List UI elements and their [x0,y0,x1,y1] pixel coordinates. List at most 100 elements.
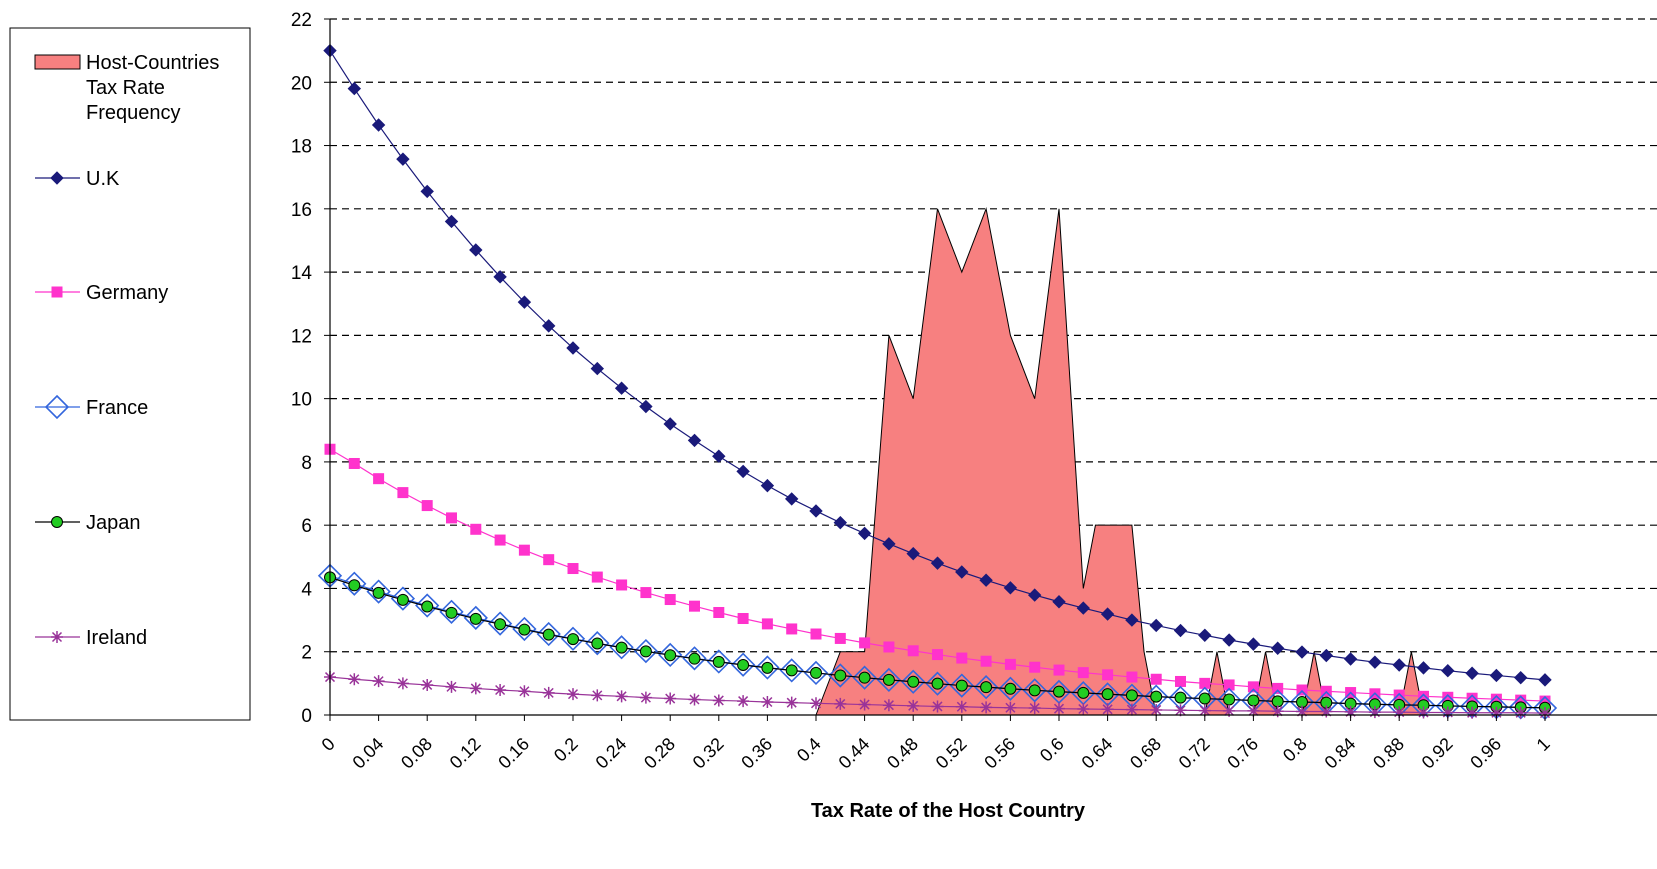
data-point [1296,705,1308,718]
data-point [1417,706,1430,719]
data-point [810,628,822,640]
data-point [541,319,556,333]
data-point [444,214,459,229]
data-point [906,546,920,561]
data-point [689,600,700,612]
data-point [494,684,507,697]
x-tick-label: 0.48 [883,734,922,773]
data-point [366,579,391,604]
legend-label: Japan [86,512,141,534]
x-tick-label: 0.76 [1223,734,1262,773]
data-point [828,663,853,688]
data-point [1344,705,1357,718]
data-point [858,698,871,711]
data-point [1076,601,1091,615]
data-point [1198,692,1211,705]
legend-entry: U.K [35,168,120,190]
data-point [445,606,458,619]
data-point [730,652,756,677]
data-point [712,655,725,668]
legend-entry: Japan [35,512,141,534]
data-point [614,381,629,395]
data-point [609,635,634,660]
data-point [784,492,799,506]
x-tick-label: 0.44 [835,734,874,773]
data-point [785,664,798,677]
data-point [1174,691,1187,704]
data-point [1272,682,1284,694]
data-point [1004,701,1017,714]
data-point [420,184,434,199]
data-point [51,631,63,643]
data-point [1368,706,1381,719]
legend-entry: France [35,394,148,420]
x-tick-label: 0.16 [494,734,533,773]
data-point [543,554,555,566]
data-point [1270,641,1285,655]
data-point [397,487,409,499]
data-point [664,692,677,705]
data-point [1053,702,1065,715]
data-point [883,641,895,653]
x-tick-label: 0.12 [446,734,485,773]
data-point [50,171,64,185]
data-point [1027,588,1042,602]
data-point [421,500,433,512]
data-point [536,621,561,647]
data-point [591,637,604,650]
data-point [852,665,877,690]
data-point [907,675,920,688]
data-point [494,618,507,631]
data-point [591,689,604,702]
data-point [876,667,902,693]
data-point [785,696,798,709]
data-point [761,618,773,630]
data-point [1393,689,1405,701]
data-point [371,118,386,132]
data-point [1102,669,1114,681]
data-point [342,571,367,596]
legend-swatch [34,54,81,70]
data-point [980,701,993,714]
data-point [664,594,676,606]
data-point [566,341,580,355]
x-tick-label: 0.2 [550,734,582,766]
data-point [493,270,507,284]
data-point [421,600,434,613]
data-point [949,673,974,698]
data-point [882,673,895,686]
x-tick-label: 0.56 [980,734,1019,773]
data-point [348,673,361,686]
data-point [1320,705,1333,718]
data-point [494,534,506,546]
y-tick-label: 4 [301,579,312,600]
data-point [1052,595,1066,609]
y-tick-label: 0 [301,706,312,727]
data-point [1125,689,1138,702]
data-point [1271,705,1284,718]
y-tick-label: 16 [291,200,312,221]
x-tick-label: 0.92 [1418,734,1457,773]
legend-label: Host-Countries [86,52,219,74]
data-point [980,681,993,694]
data-point [1393,706,1406,719]
x-tick-label: 0.04 [349,734,388,773]
data-point [445,680,458,693]
data-point [463,605,488,631]
y-tick-label: 10 [291,390,312,411]
x-tick-label: 0.24 [592,734,631,773]
legend-box [9,27,251,721]
data-point [663,417,677,431]
x-axis-label: Tax Rate of the Host Country [811,800,1086,822]
data-point [712,694,725,707]
data-point [1246,637,1261,651]
data-point [44,394,70,420]
data-point [736,464,750,479]
data-point [955,565,969,579]
data-point [1514,706,1527,719]
data-point [1295,645,1309,659]
data-point [347,81,362,96]
x-tick-label: 0.68 [1126,734,1165,773]
data-point [1392,658,1406,672]
